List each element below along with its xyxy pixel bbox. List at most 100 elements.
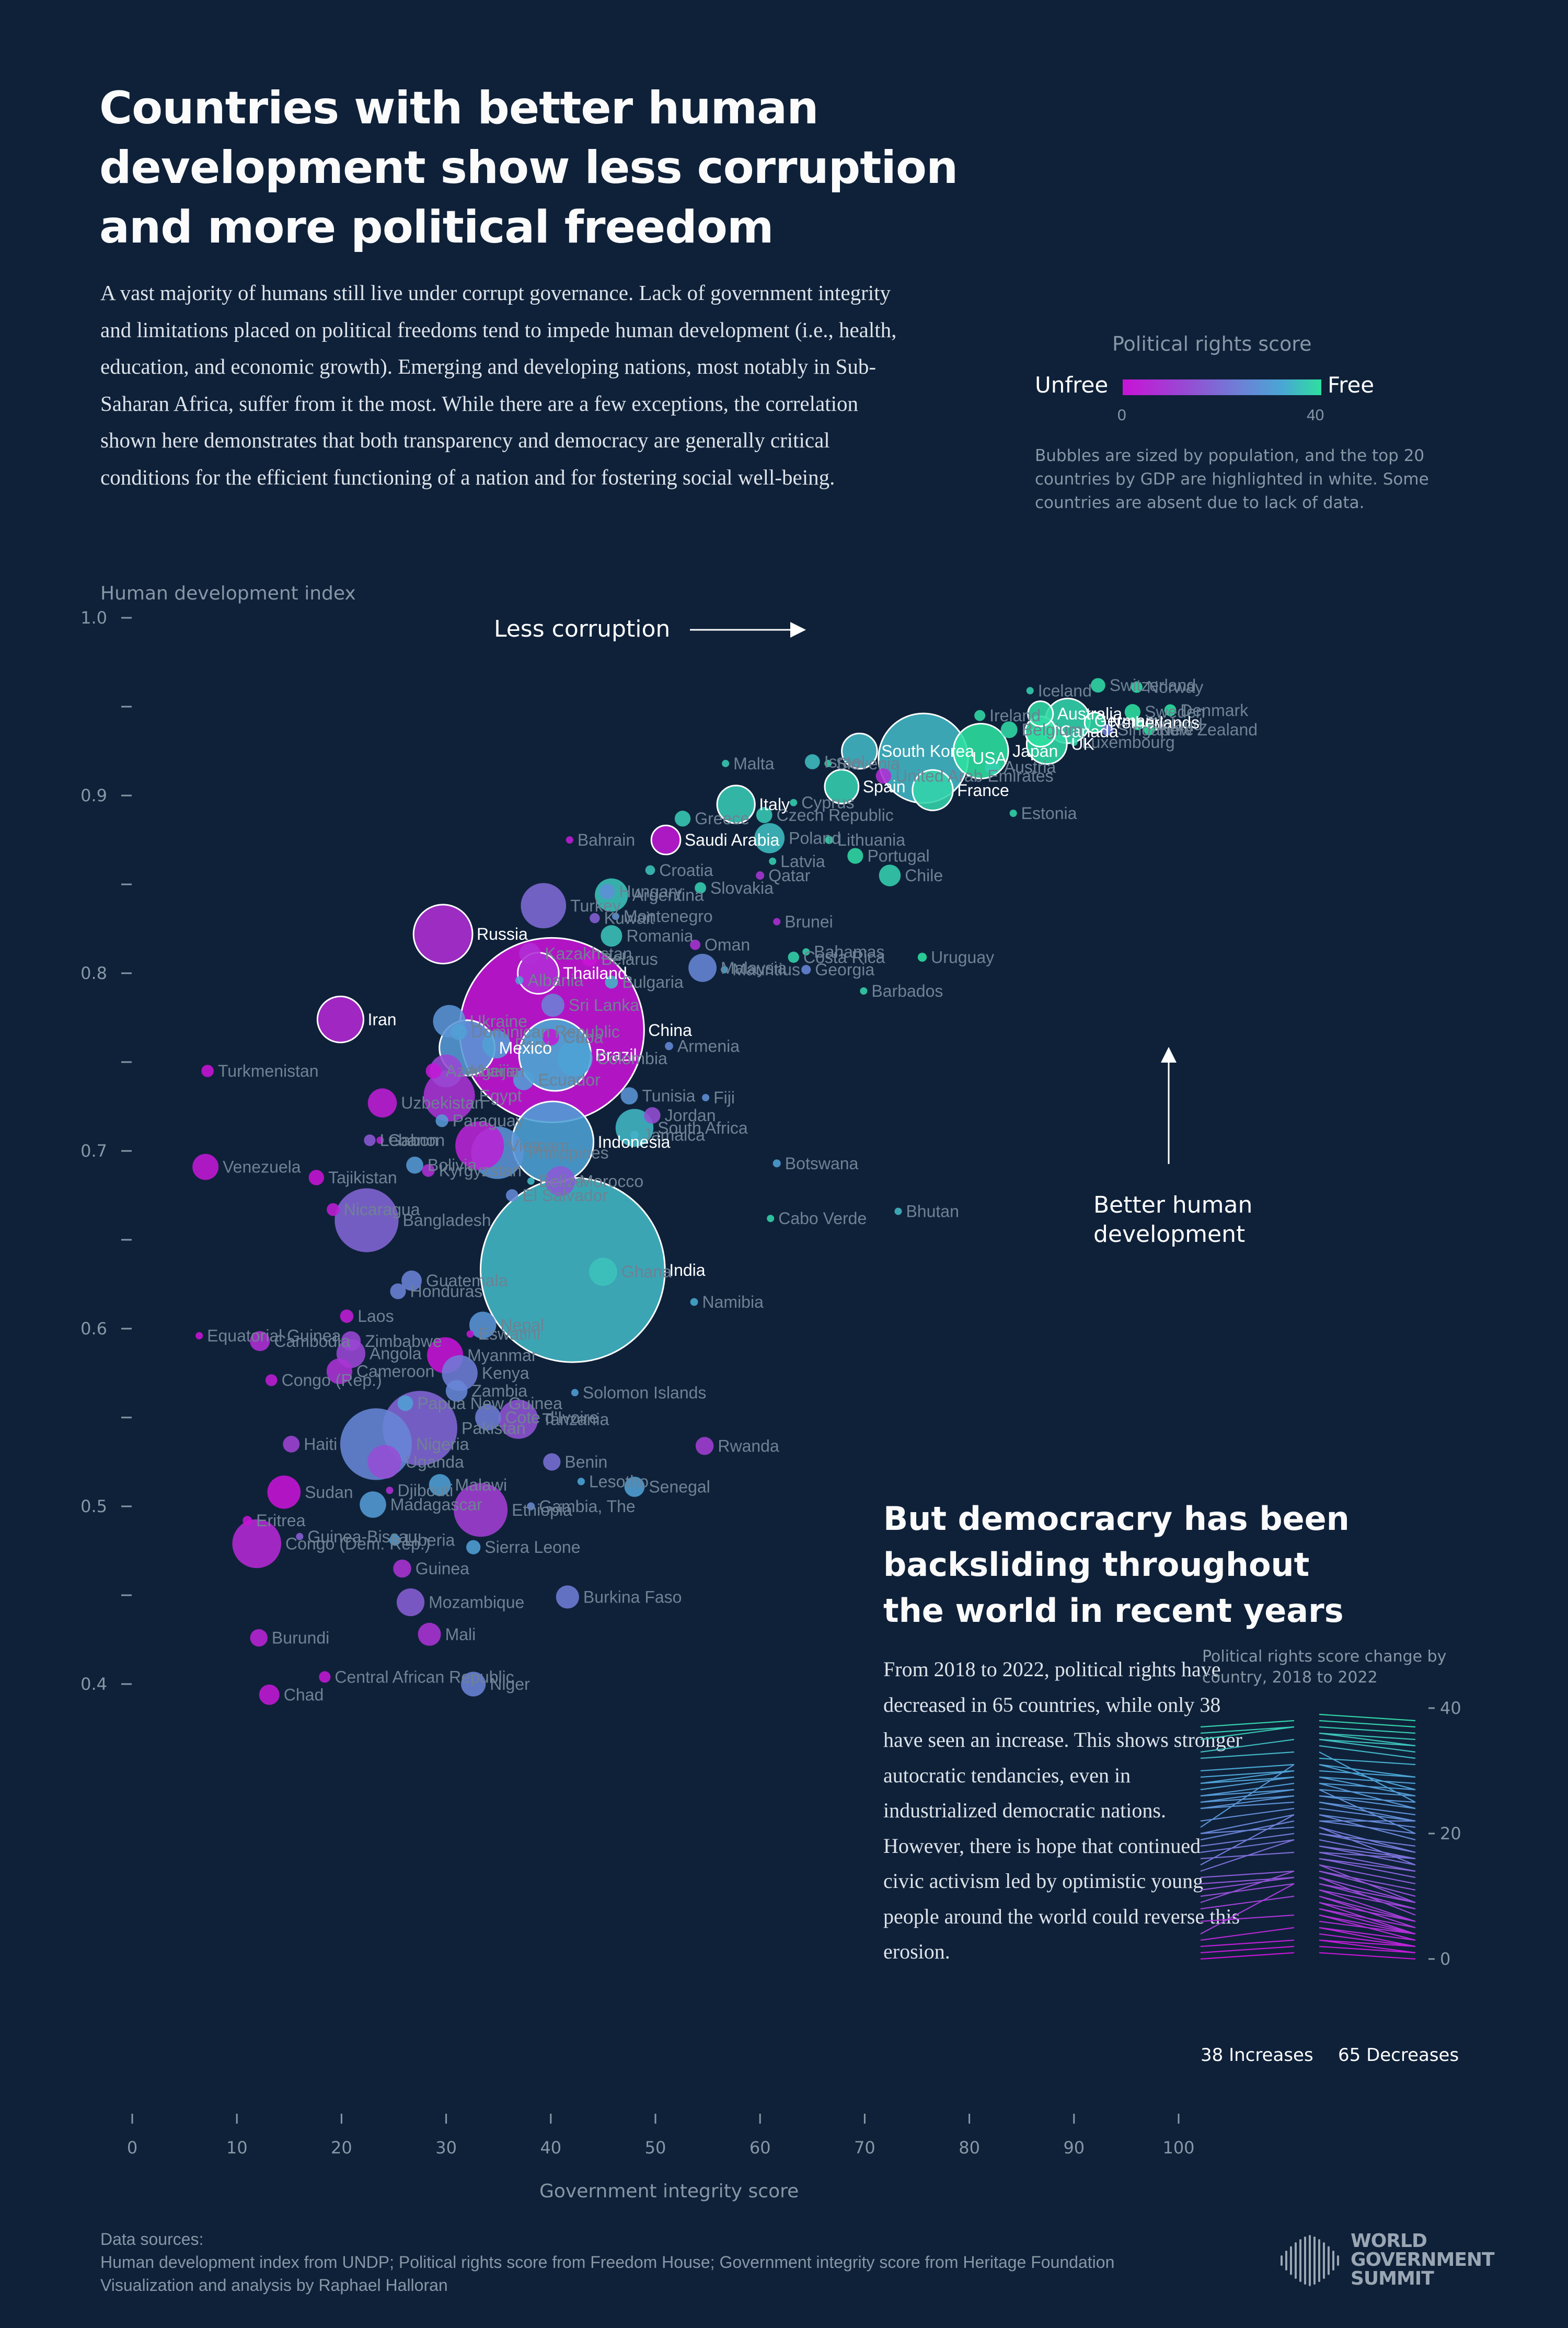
bubble-belarus[interactable] bbox=[582, 951, 597, 967]
bubble-oman[interactable] bbox=[690, 939, 701, 950]
bubble-south-africa[interactable] bbox=[615, 1109, 654, 1147]
bubble-sudan[interactable] bbox=[267, 1476, 301, 1509]
bubble-cote-d-ivoire[interactable] bbox=[475, 1404, 501, 1431]
bubble-kazakhstan[interactable] bbox=[519, 943, 541, 965]
bubble-ireland[interactable] bbox=[974, 710, 986, 721]
bubble-madagascar[interactable] bbox=[360, 1491, 386, 1518]
bubble-cambodia[interactable] bbox=[250, 1331, 270, 1351]
bubble-congo-rep[interactable] bbox=[265, 1374, 278, 1386]
bubble-azerbaijan[interactable] bbox=[425, 1063, 442, 1079]
bubble-armenia[interactable] bbox=[665, 1042, 673, 1051]
bubble-malawi[interactable] bbox=[429, 1474, 451, 1496]
bubble-mozambique[interactable] bbox=[396, 1588, 425, 1617]
bubble-qatar[interactable] bbox=[756, 871, 765, 880]
bubble-cameroon[interactable] bbox=[326, 1358, 352, 1385]
bubble-bulgaria[interactable] bbox=[605, 975, 618, 989]
bubble-sweden[interactable] bbox=[1124, 704, 1141, 720]
bubble-norway[interactable] bbox=[1131, 681, 1143, 693]
bubble-costa-rica[interactable] bbox=[788, 951, 799, 963]
bubble-honduras[interactable] bbox=[390, 1283, 406, 1299]
bubble-france[interactable] bbox=[912, 769, 954, 812]
bubble-guinea-bissau[interactable] bbox=[296, 1532, 304, 1540]
bubble-paraguay[interactable] bbox=[435, 1114, 448, 1127]
bubble-cuba[interactable] bbox=[543, 1029, 559, 1046]
bubble-solomon-islands[interactable] bbox=[571, 1389, 579, 1397]
bubble-gambia-the[interactable] bbox=[527, 1502, 535, 1511]
bubble-bolivia[interactable] bbox=[406, 1156, 423, 1174]
bubble-portugal[interactable] bbox=[847, 848, 863, 864]
bubble-haiti[interactable] bbox=[283, 1436, 300, 1453]
bubble-brunei[interactable] bbox=[773, 918, 781, 926]
bubble-senegal[interactable] bbox=[624, 1477, 645, 1497]
bubble-greece[interactable] bbox=[674, 811, 691, 827]
bubble-el-salvador[interactable] bbox=[505, 1189, 518, 1202]
bubble-czech-republic[interactable] bbox=[756, 807, 773, 823]
bubble-guinea[interactable] bbox=[393, 1559, 411, 1578]
bubble-central-african-republic[interactable] bbox=[319, 1671, 331, 1683]
bubble-benin[interactable] bbox=[543, 1453, 561, 1471]
bubble-peru[interactable] bbox=[482, 1030, 511, 1058]
bubble-mali[interactable] bbox=[418, 1622, 441, 1646]
bubble-belgium[interactable] bbox=[1000, 721, 1018, 739]
bubble-jamaica[interactable] bbox=[630, 1131, 639, 1139]
bubble-cyprus[interactable] bbox=[790, 799, 798, 806]
bubble-morocco[interactable] bbox=[545, 1166, 575, 1196]
bubble-vietnam[interactable] bbox=[455, 1121, 504, 1170]
bubble-italy[interactable] bbox=[716, 785, 756, 824]
bubble-zambia[interactable] bbox=[445, 1380, 468, 1402]
bubble-tanzania[interactable] bbox=[499, 1399, 538, 1439]
bubble-mauritius[interactable] bbox=[721, 966, 729, 974]
bubble-saudi-arabia[interactable] bbox=[650, 824, 682, 856]
bubble-belize[interactable] bbox=[527, 1177, 535, 1185]
bubble-bangladesh[interactable] bbox=[335, 1188, 399, 1252]
bubble-kyrgyzstan[interactable] bbox=[422, 1164, 435, 1177]
bubble-russia[interactable] bbox=[412, 904, 474, 965]
bubble-djibouti[interactable] bbox=[386, 1486, 394, 1494]
bubble-papua-new-guinea[interactable] bbox=[397, 1395, 413, 1411]
bubble-barbados[interactable] bbox=[860, 987, 868, 995]
bubble-latvia[interactable] bbox=[769, 857, 777, 865]
bubble-ecuador[interactable] bbox=[513, 1069, 534, 1090]
bubble-cabo-verde[interactable] bbox=[767, 1215, 775, 1223]
bubble-chad[interactable] bbox=[259, 1684, 280, 1705]
bubble-georgia[interactable] bbox=[801, 965, 811, 975]
bubble-bhutan[interactable] bbox=[894, 1207, 902, 1215]
bubble-spain[interactable] bbox=[824, 769, 860, 804]
bubble-australia[interactable] bbox=[1027, 700, 1054, 728]
bubble-namibia[interactable] bbox=[690, 1298, 698, 1306]
bubble-guatemala[interactable] bbox=[401, 1270, 422, 1291]
bubble-bahrain[interactable] bbox=[566, 836, 573, 844]
bubble-uganda[interactable] bbox=[367, 1445, 401, 1479]
bubble-algeria[interactable] bbox=[430, 1054, 463, 1088]
bubble-tajikistan[interactable] bbox=[308, 1170, 325, 1185]
bubble-south-korea[interactable] bbox=[841, 732, 878, 770]
bubble-laos[interactable] bbox=[340, 1309, 354, 1323]
bubble-hungary[interactable] bbox=[599, 883, 615, 900]
bubble-congo-dem-rep[interactable] bbox=[232, 1519, 282, 1569]
bubble-malta[interactable] bbox=[722, 759, 730, 767]
bubble-colombia[interactable] bbox=[557, 1041, 593, 1076]
bubble-lesotho[interactable] bbox=[577, 1478, 585, 1485]
bubble-sri-lanka[interactable] bbox=[541, 994, 564, 1017]
bubble-nepal[interactable] bbox=[469, 1311, 497, 1339]
bubble-ghana[interactable] bbox=[589, 1258, 617, 1286]
bubble-kuwait[interactable] bbox=[590, 913, 600, 924]
bubble-rwanda[interactable] bbox=[695, 1437, 714, 1455]
bubble-iran[interactable] bbox=[316, 995, 364, 1043]
bubble-united-arab-emirates[interactable] bbox=[875, 768, 892, 784]
bubble-gabon[interactable] bbox=[376, 1136, 384, 1144]
bubble-venezuela[interactable] bbox=[192, 1154, 219, 1180]
bubble-fiji[interactable] bbox=[702, 1094, 710, 1101]
bubble-tunisia[interactable] bbox=[620, 1087, 638, 1105]
bubble-albania[interactable] bbox=[515, 976, 524, 985]
bubble-slovakia[interactable] bbox=[695, 882, 707, 894]
bubble-singapore[interactable] bbox=[1101, 724, 1113, 736]
bubble-finland[interactable] bbox=[1132, 718, 1144, 731]
bubble-equatorial-guinea[interactable] bbox=[195, 1332, 203, 1340]
bubble-liberia[interactable] bbox=[389, 1534, 401, 1546]
bubble-croatia[interactable] bbox=[645, 865, 655, 875]
bubble-eritrea[interactable] bbox=[243, 1516, 252, 1526]
bubble-slovenia[interactable] bbox=[824, 759, 832, 767]
bubble-iceland[interactable] bbox=[1026, 687, 1034, 695]
bubble-burkina-faso[interactable] bbox=[556, 1585, 579, 1609]
